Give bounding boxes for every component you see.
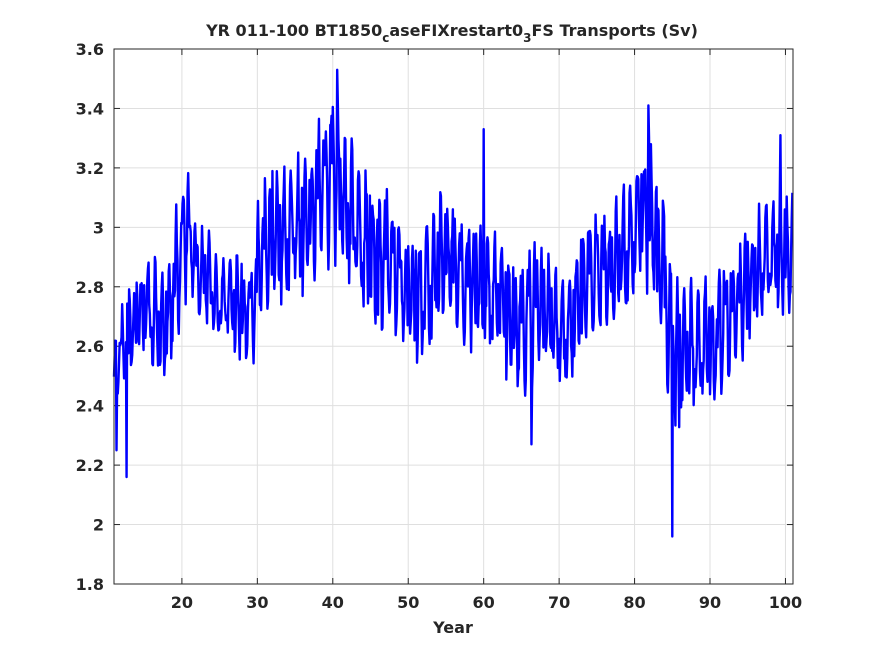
transport-series-line <box>112 68 794 538</box>
y-tick-labels: 1.8 2 2.2 2.4 2.6 2.8 3 3.2 3.4 3.6 <box>76 40 104 594</box>
x-tick-label: 20 <box>171 593 193 612</box>
x-tick-labels: 20 30 40 50 60 70 80 90 100 <box>171 593 802 612</box>
x-tick-label: 30 <box>246 593 268 612</box>
y-tick-label: 2.8 <box>76 278 104 297</box>
x-tick-label: 90 <box>699 593 721 612</box>
plot-area <box>112 68 794 538</box>
axes-box <box>113 48 794 585</box>
x-tick-label: 60 <box>473 593 495 612</box>
x-tick-label: 50 <box>397 593 419 612</box>
chart-title: YR 011-100 BT1850caseFIXrestart03FS Tran… <box>205 21 698 45</box>
y-tick-label: 3.2 <box>76 159 104 178</box>
y-tick-label: 2.4 <box>76 397 104 416</box>
y-tick-label: 2 <box>93 516 104 535</box>
title-subscript: c <box>382 31 389 45</box>
title-subscript-2: 3 <box>523 31 531 45</box>
grid <box>114 48 793 585</box>
y-tick-label: 3 <box>93 218 104 237</box>
y-tick-label: 2.2 <box>76 456 104 475</box>
y-tick-label: 3.6 <box>76 40 104 59</box>
y-tick-label: 3.4 <box>76 99 104 118</box>
x-tick-label: 70 <box>548 593 570 612</box>
x-tick-label: 100 <box>769 593 802 612</box>
y-tick-label: 2.6 <box>76 337 104 356</box>
x-tick-label: 40 <box>322 593 344 612</box>
x-tick-label: 80 <box>623 593 645 612</box>
y-tick-label: 1.8 <box>76 575 104 594</box>
x-axis-label: Year <box>432 618 473 637</box>
